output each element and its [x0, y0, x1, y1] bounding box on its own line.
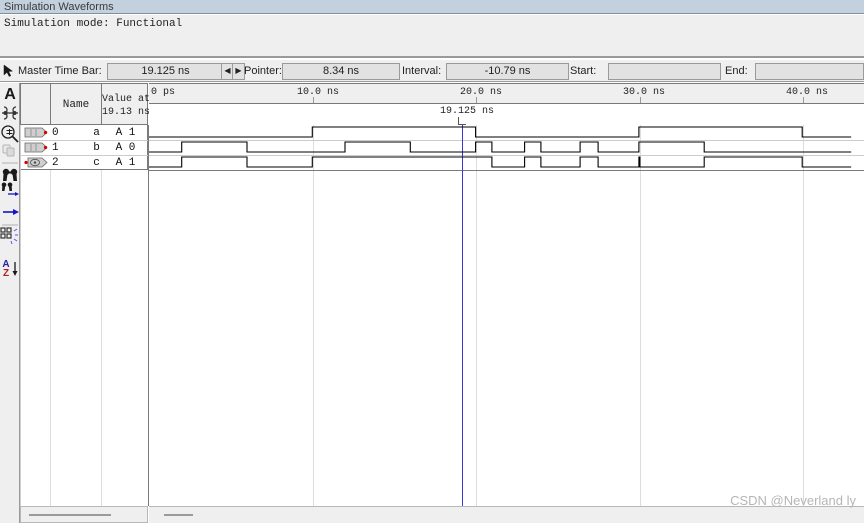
svg-text:A: A	[4, 86, 16, 103]
svg-text:Z: Z	[3, 268, 9, 279]
